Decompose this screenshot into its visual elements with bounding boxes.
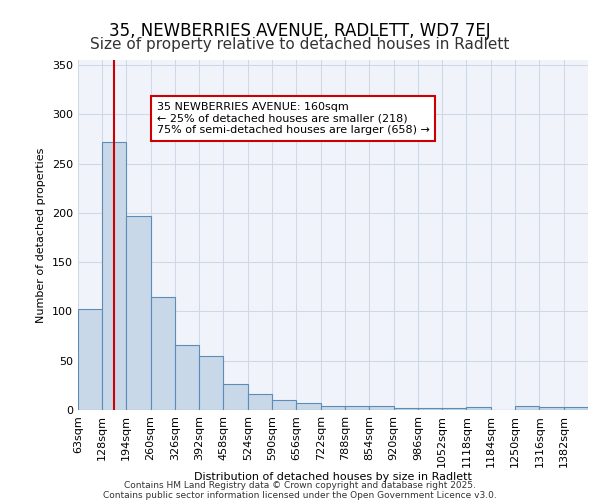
Bar (175, 345, 199, 410)
Bar (394, 408, 418, 410)
Bar (272, 400, 296, 410)
Text: Size of property relative to detached houses in Radlett: Size of property relative to detached ho… (91, 38, 509, 52)
Bar (418, 408, 442, 410)
Bar (515, 406, 539, 410)
Bar (199, 356, 223, 410)
Text: Contains HM Land Registry data © Crown copyright and database right 2025.: Contains HM Land Registry data © Crown c… (124, 481, 476, 490)
Bar (320, 406, 345, 410)
Bar (296, 403, 320, 410)
Bar (466, 407, 491, 410)
Text: 35, NEWBERRIES AVENUE, RADLETT, WD7 7EJ: 35, NEWBERRIES AVENUE, RADLETT, WD7 7EJ (109, 22, 491, 40)
Bar (442, 408, 466, 410)
Text: Contains public sector information licensed under the Open Government Licence v3: Contains public sector information licen… (103, 491, 497, 500)
Bar (78, 310, 102, 410)
Bar (223, 384, 248, 410)
Bar (102, 142, 126, 410)
Y-axis label: Number of detached properties: Number of detached properties (37, 148, 46, 322)
X-axis label: Distribution of detached houses by size in Radlett: Distribution of detached houses by size … (194, 472, 472, 482)
Bar (151, 296, 175, 410)
Text: 35 NEWBERRIES AVENUE: 160sqm
← 25% of detached houses are smaller (218)
75% of s: 35 NEWBERRIES AVENUE: 160sqm ← 25% of de… (157, 102, 430, 135)
Bar (248, 394, 272, 410)
Bar (369, 406, 394, 410)
Bar (126, 216, 151, 410)
Bar (345, 406, 369, 410)
Bar (539, 407, 563, 410)
Bar (563, 407, 588, 410)
